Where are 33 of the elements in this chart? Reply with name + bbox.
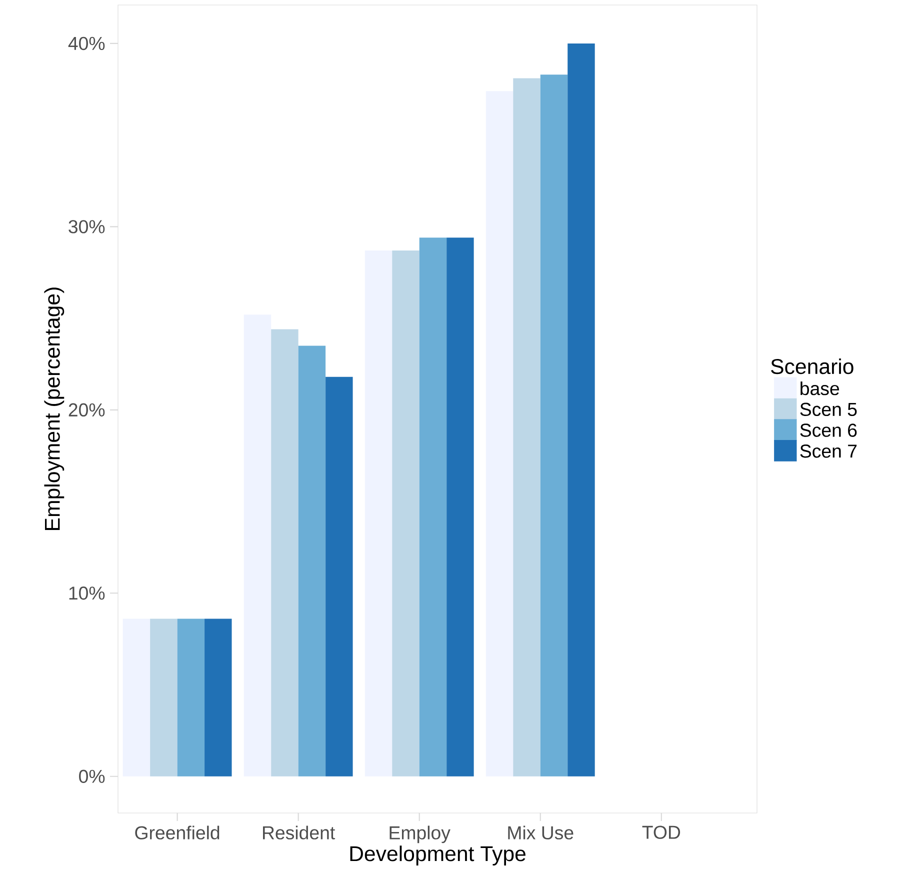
bar [446, 238, 474, 776]
x-tick-label: Mix Use [508, 826, 574, 840]
y-tick-label: 20% [68, 403, 105, 417]
x-tick-label: Resident [263, 826, 336, 840]
x-axis-title: Development Type [350, 846, 526, 866]
bar [244, 314, 272, 776]
legend-title: Scenario [771, 358, 854, 374]
x-tick-label: Greenfield [135, 826, 220, 840]
bar [392, 250, 420, 776]
bar [419, 238, 447, 776]
y-tick-label: 30% [68, 220, 105, 234]
bar [364, 250, 392, 776]
y-tick-label: 0% [79, 770, 105, 783]
bar [271, 329, 298, 776]
legend-label: base [800, 381, 840, 396]
y-axis-title: Employment (percentage) [44, 288, 64, 530]
bar [568, 43, 595, 776]
legend-label: Scen 6 [800, 424, 857, 437]
legend-label: Scen 5 [800, 402, 857, 416]
bar [326, 376, 353, 776]
bar [513, 78, 540, 776]
x-tick-label: Employ [390, 826, 450, 844]
bar [177, 618, 205, 776]
x-tick-label: TOD [642, 826, 680, 839]
bar [150, 618, 178, 776]
bar [122, 618, 150, 776]
bar [486, 91, 514, 776]
y-tick-label: 10% [69, 586, 105, 600]
y-tick-label: 40% [68, 36, 105, 50]
legend-label: Scen 7 [800, 444, 857, 458]
bar [298, 346, 326, 776]
bar [204, 618, 232, 776]
bar [540, 74, 568, 776]
